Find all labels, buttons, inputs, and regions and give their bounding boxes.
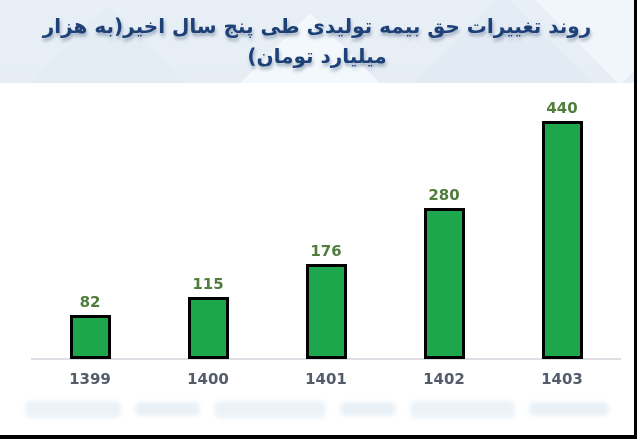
x-axis-tick-label: 1399 — [69, 370, 111, 388]
bar-group: 280 1402 — [385, 90, 503, 388]
x-axis-tick-label: 1401 — [305, 370, 347, 388]
chart-header: روند تغییرات حق بیمه تولیدی طی پنج سال ا… — [0, 0, 634, 83]
bar-group: 176 1401 — [267, 90, 385, 388]
x-axis-tick-label: 1403 — [541, 370, 583, 388]
bar-group: 115 1400 — [149, 90, 267, 388]
bar — [305, 264, 347, 359]
bar — [187, 297, 229, 359]
bar-group: 82 1399 — [31, 90, 149, 388]
x-axis-tick-label: 1400 — [187, 370, 229, 388]
bar-group: 440 1403 — [503, 90, 621, 388]
bar-value-label: 176 — [310, 242, 342, 260]
x-axis-tick-label: 1402 — [423, 370, 465, 388]
bar — [69, 315, 111, 359]
bar — [423, 208, 465, 359]
chart-title: روند تغییرات حق بیمه تولیدی طی پنج سال ا… — [42, 14, 592, 68]
x-axis-line — [31, 358, 621, 360]
bar-value-label: 440 — [546, 99, 578, 117]
bar-value-label: 280 — [428, 186, 460, 204]
bar-value-label: 82 — [79, 293, 101, 311]
bar — [541, 121, 583, 359]
bar-value-label: 115 — [192, 275, 224, 293]
